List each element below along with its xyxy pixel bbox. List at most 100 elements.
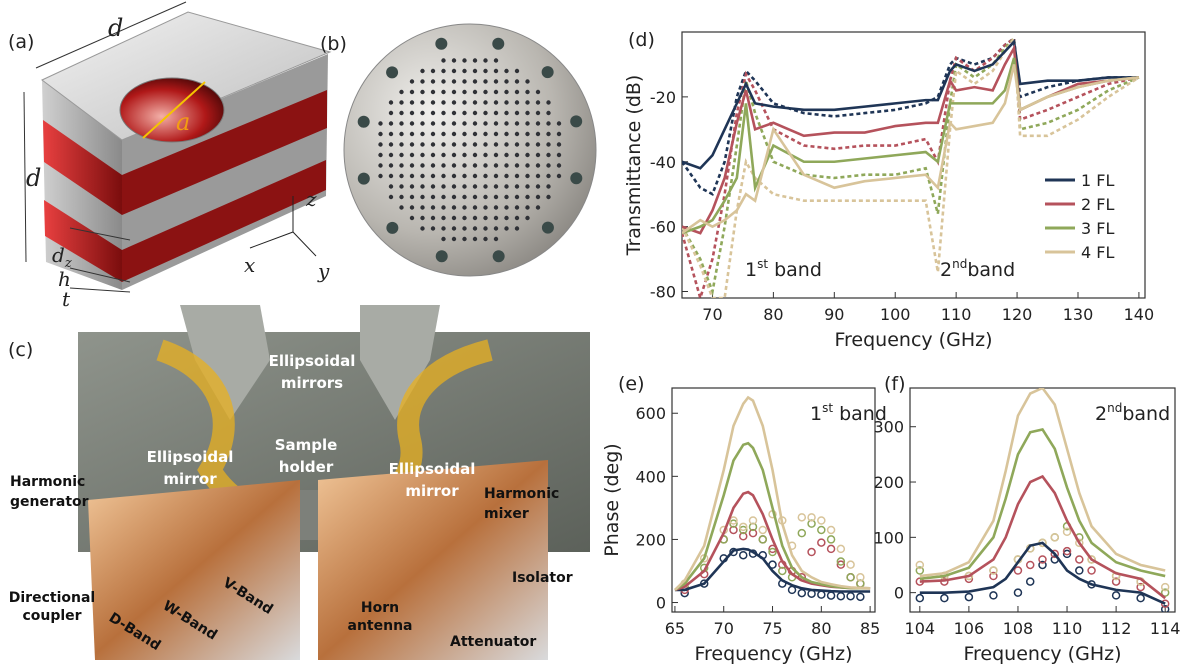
hole-dot [378, 153, 382, 157]
hole-dot [420, 111, 424, 115]
hole-dot [452, 195, 456, 199]
hole-dot [441, 216, 445, 220]
y-tick-label: -40 [650, 153, 676, 172]
hole-dot [557, 132, 561, 136]
hole-dot [536, 184, 540, 188]
hole-dot [483, 237, 487, 241]
hole-dot [410, 142, 414, 146]
annotation-sup: nd [952, 257, 967, 271]
y-tick-label: -60 [650, 218, 676, 237]
hole-dot [431, 111, 435, 115]
hole-dot [483, 79, 487, 83]
hole-dot [441, 69, 445, 73]
y-tick-label: 400 [635, 467, 666, 486]
hole-dot [504, 174, 508, 178]
sample-disc [344, 24, 596, 276]
label: Isolator [512, 570, 573, 586]
hole-dot [431, 142, 435, 146]
hole-dot [483, 195, 487, 199]
measured-point [759, 536, 766, 543]
annotation-rest: band [967, 259, 1015, 281]
hole-dot [504, 100, 508, 104]
measured-point [990, 592, 997, 599]
hole-dot [452, 184, 456, 188]
measured-point [965, 594, 972, 601]
hole-dot [410, 153, 414, 157]
y-tick-label: 200 [635, 530, 666, 549]
hole-dot [546, 132, 550, 136]
hole-dot [420, 69, 424, 73]
hole-dot [399, 163, 403, 167]
legend-label: 1 FL [1081, 171, 1114, 190]
measured-point [818, 539, 825, 546]
hole-dot [462, 174, 466, 178]
hole-dot [399, 195, 403, 199]
hole-dot [410, 184, 414, 188]
hole-dot [420, 226, 424, 230]
hole-dot [557, 174, 561, 178]
hole-dot [399, 121, 403, 125]
x-tick-label: 100 [880, 305, 911, 324]
hole-dot [431, 69, 435, 73]
annotation-base: 2 [1095, 403, 1107, 425]
hole-dot [483, 69, 487, 73]
measured-point [916, 595, 923, 602]
hole-dot [399, 100, 403, 104]
measured-point [798, 514, 805, 521]
screw-hole [570, 115, 582, 127]
hole-dot [515, 184, 519, 188]
hole-dot [452, 237, 456, 241]
screw-hole [358, 173, 370, 185]
hole-dot [515, 195, 519, 199]
hole-dot [452, 111, 456, 115]
hole-dot [431, 100, 435, 104]
x-tick-label: 90 [824, 305, 844, 324]
axis-arrow [293, 232, 316, 256]
hole-dot [546, 142, 550, 146]
hole-dot [473, 163, 477, 167]
hole-dot [473, 121, 477, 125]
hole-dot [483, 111, 487, 115]
dimension-label: d [108, 14, 123, 42]
hole-dot [494, 226, 498, 230]
annotation: 2ndband [940, 257, 1015, 281]
hole-dot [378, 121, 382, 125]
y-tick-label: 100 [873, 528, 904, 547]
hole-dot [410, 79, 414, 83]
hole-dot [515, 216, 519, 220]
x-tick-label: 130 [1063, 305, 1094, 324]
hole-dot [525, 142, 529, 146]
panel-label: (b) [320, 33, 347, 55]
x-tick-label: 110 [941, 305, 972, 324]
hole-dot [452, 90, 456, 94]
hole-dot [494, 205, 498, 209]
hole-dot [504, 111, 508, 115]
hole-dot [483, 174, 487, 178]
measured-point [808, 549, 815, 556]
hole-dot [441, 132, 445, 136]
x-tick-label: 80 [763, 305, 783, 324]
hole-dot [410, 195, 414, 199]
measured-point [789, 586, 796, 593]
hole-dot [399, 111, 403, 115]
label-line: Sample [275, 436, 338, 454]
hole-dot [504, 184, 508, 188]
hole-dot [452, 121, 456, 125]
screw-hole [542, 66, 554, 78]
measured-point [1076, 567, 1083, 574]
hole-dot [389, 100, 393, 104]
hole-dot [462, 153, 466, 157]
hole-dot [452, 132, 456, 136]
hole-dot [494, 184, 498, 188]
label-line: coupler [22, 608, 81, 624]
label-line: Ellipsoidal [269, 352, 356, 370]
measured-point [798, 530, 805, 537]
hole-dot [504, 69, 508, 73]
label-line: Horn [361, 600, 399, 616]
hole-dot [431, 163, 435, 167]
x-axis-title: Frequency (GHz) [963, 643, 1121, 665]
legend-label: 4 FL [1081, 243, 1114, 262]
hole-dot [536, 153, 540, 157]
hole-dot [494, 58, 498, 62]
hole-dot [525, 153, 529, 157]
